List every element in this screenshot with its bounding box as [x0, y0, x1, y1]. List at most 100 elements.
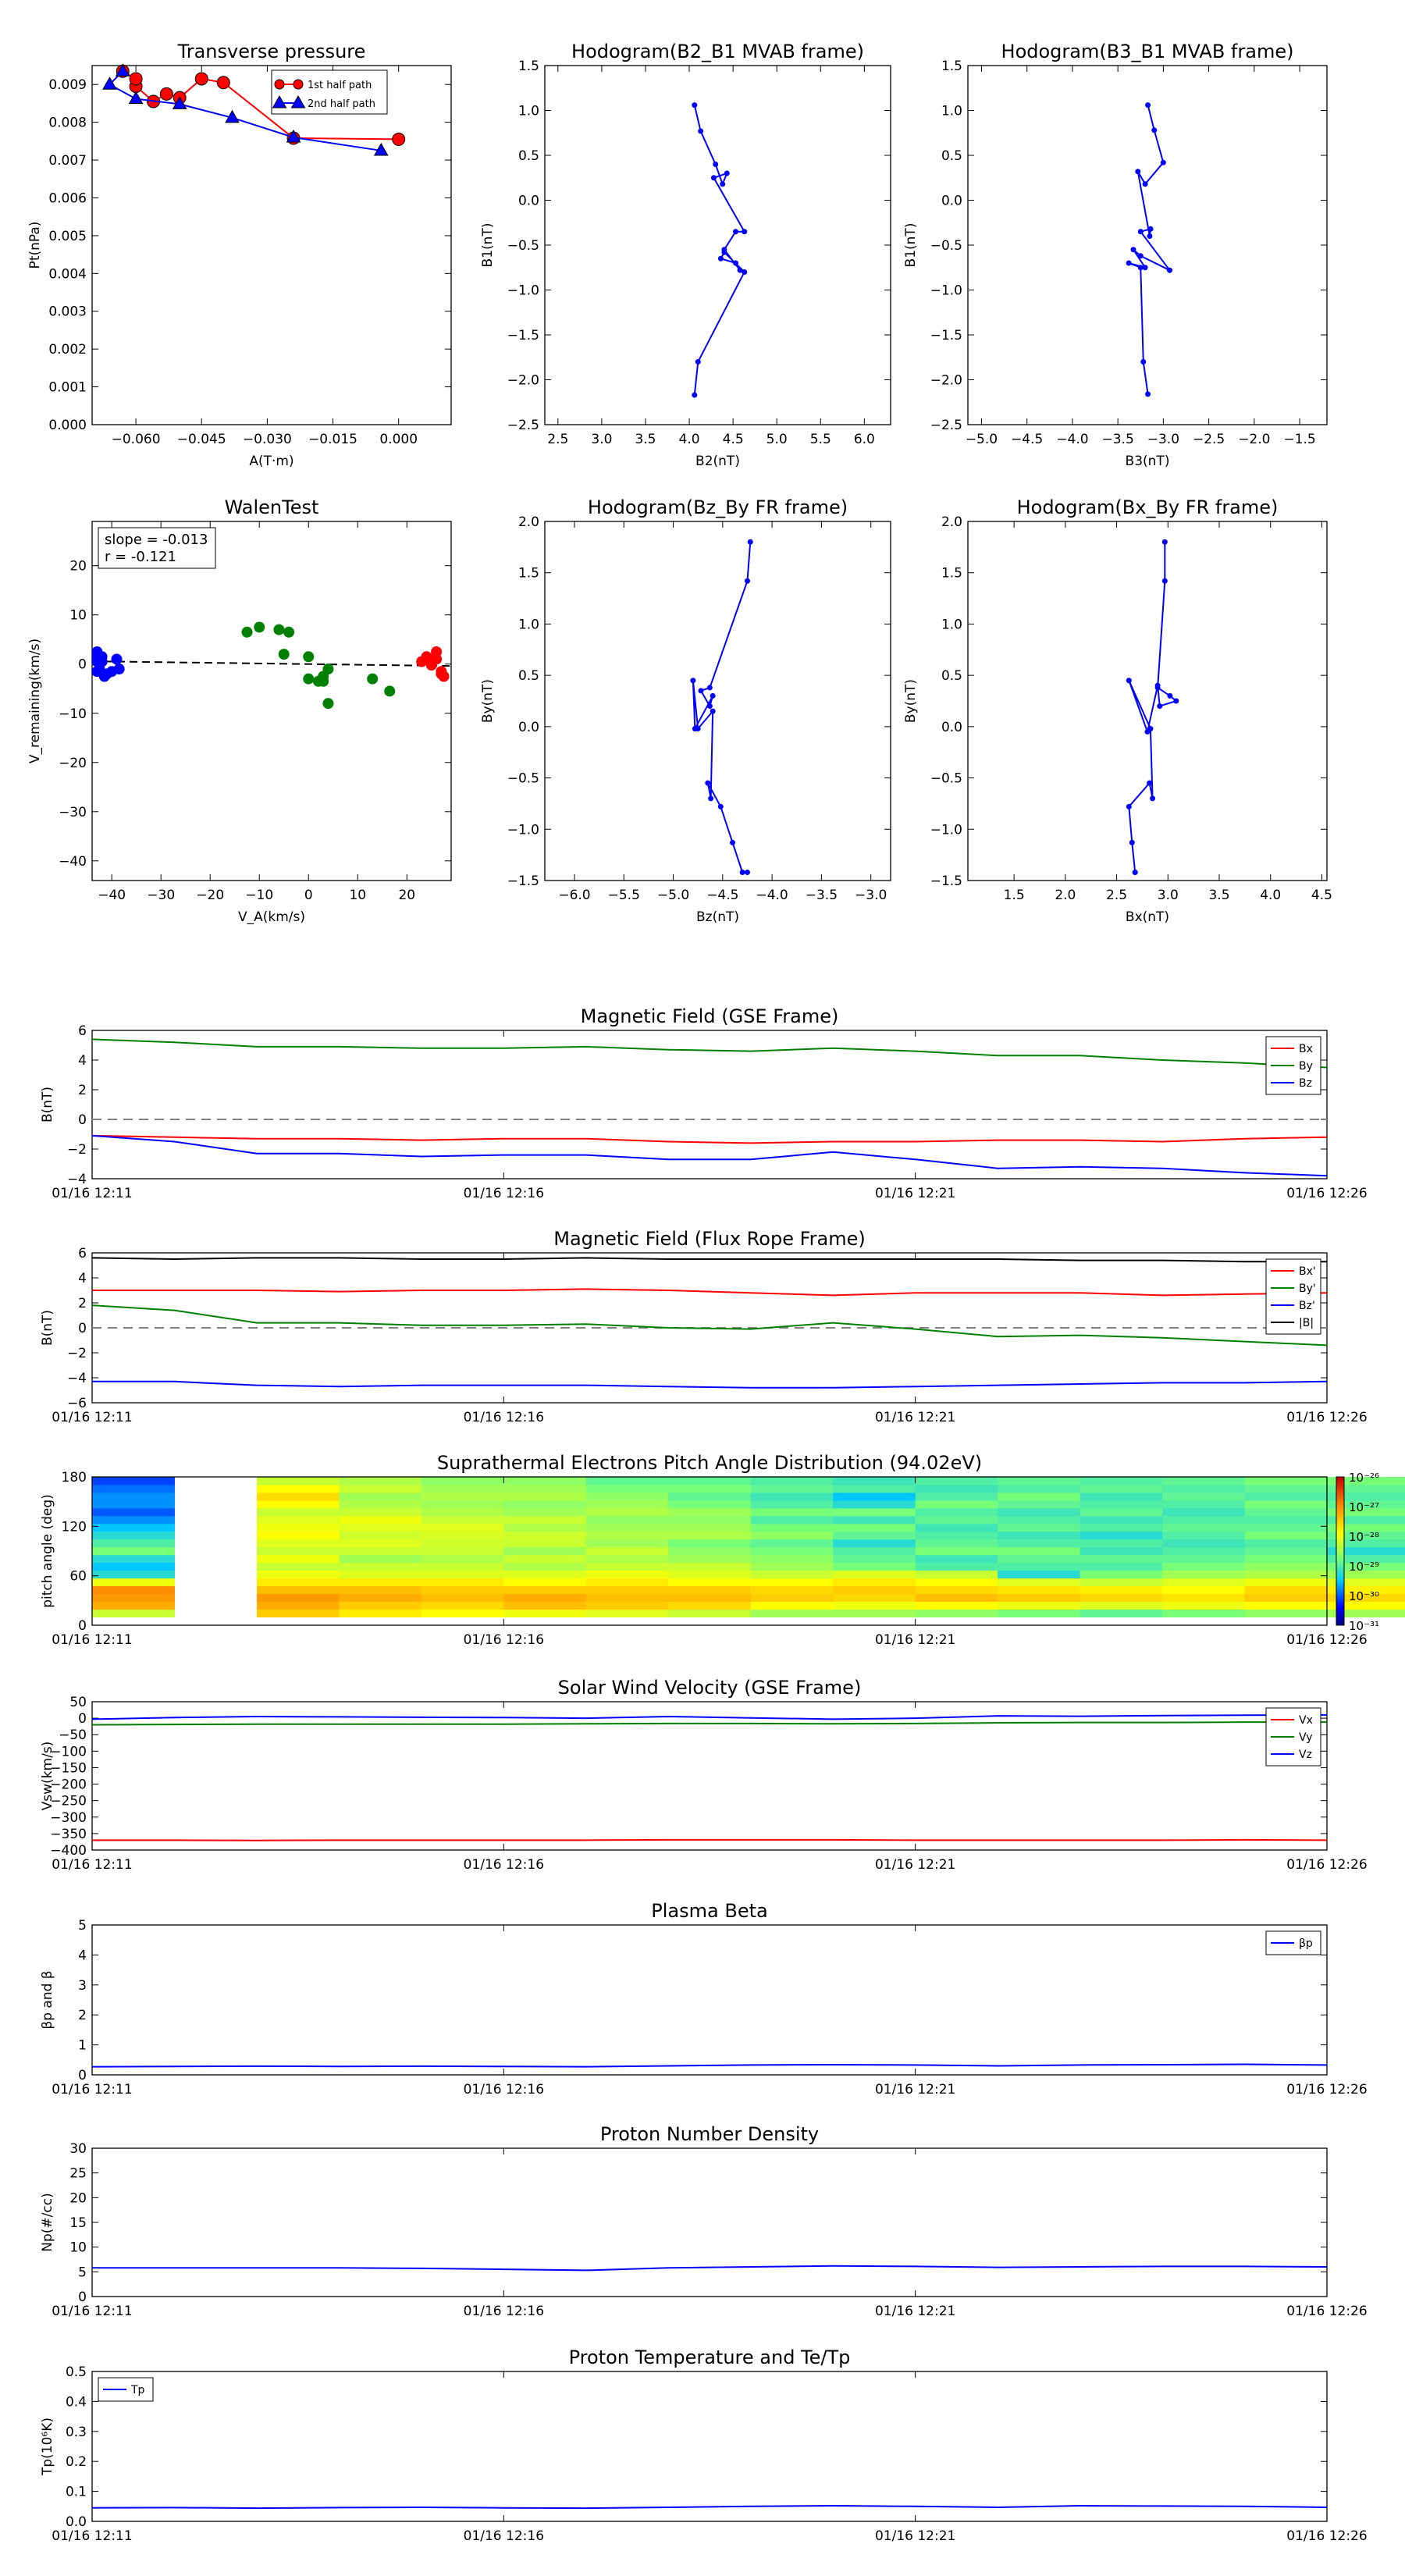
annotation-text: r = -0.121: [105, 549, 176, 565]
data-point: [322, 664, 334, 675]
chart-title: WalenTest: [225, 496, 319, 518]
x-tick-label: −4.5: [706, 888, 738, 903]
heatmap-cell: [915, 1554, 998, 1564]
x-tick-label: 01/16 12:16: [464, 2082, 544, 2097]
chart-title: Proton Number Density: [600, 2123, 819, 2145]
data-point: [1160, 159, 1166, 165]
heatmap-cell: [915, 1515, 998, 1525]
heatmap-cell: [668, 1601, 752, 1610]
data-point: [708, 795, 714, 802]
heatmap-cell: [339, 1500, 422, 1509]
heatmap-cell: [256, 1562, 340, 1571]
heatmap-cell: [421, 1585, 504, 1595]
heatmap-cell: [750, 1585, 834, 1595]
data-point: [274, 79, 285, 90]
heatmap-cell: [92, 1585, 175, 1595]
heatmap-cell: [1327, 1539, 1405, 1548]
heatmap-cell: [1162, 1515, 1246, 1525]
y-tick-label: 0: [78, 657, 87, 673]
y-tick-label: 0.009: [48, 77, 87, 93]
y-tick-label: −0.5: [507, 238, 539, 254]
heatmap-cell: [833, 1500, 916, 1509]
heatmap-cell: [998, 1492, 1081, 1501]
x-tick-label: 01/16 12:16: [464, 1410, 544, 1425]
heatmap-cell: [750, 1484, 834, 1493]
series-line: [91, 2063, 1328, 2068]
heatmap-cell: [750, 1609, 834, 1617]
heatmap-cell: [256, 1554, 340, 1564]
data-point: [698, 128, 704, 134]
heatmap-cell: [421, 1531, 504, 1540]
heatmap-cell: [92, 1484, 175, 1493]
heatmap-cell: [421, 1500, 504, 1509]
heatmap-cell: [998, 1585, 1081, 1595]
heatmap-cell: [833, 1570, 916, 1579]
x-tick-label: 01/16 12:11: [52, 2304, 132, 2319]
heatmap-cell: [915, 1477, 998, 1485]
x-tick-label: 01/16 12:26: [1286, 1632, 1367, 1648]
y-tick-label: 0.008: [48, 116, 87, 131]
plot-frame: [91, 1476, 1328, 1626]
heatmap-cell: [1080, 1578, 1163, 1587]
heatmap-cell: [668, 1585, 752, 1595]
heatmap-cell: [1162, 1500, 1246, 1509]
data-point: [744, 578, 750, 584]
x-tick-label: −40: [98, 888, 126, 903]
heatmap-cell: [503, 1484, 587, 1493]
y-axis-label: By(nT): [480, 679, 496, 723]
plot-frame: [91, 65, 452, 425]
heatmap-cell: [750, 1500, 834, 1509]
x-tick-label: −3.5: [806, 888, 838, 903]
heatmap-cell: [998, 1515, 1081, 1525]
heatmap-cell: [833, 1601, 916, 1610]
heatmap-cell: [256, 1570, 340, 1579]
heatmap-cell: [1327, 1609, 1405, 1617]
heatmap-cell: [339, 1570, 422, 1579]
x-tick-label: 01/16 12:11: [52, 2528, 132, 2544]
y-tick-label: 1: [78, 2038, 87, 2054]
heatmap-cell: [421, 1546, 504, 1556]
x-tick-label: −4.0: [756, 888, 788, 903]
x-tick-label: 01/16 12:26: [1286, 1857, 1367, 1873]
data-point: [692, 392, 698, 398]
data-point: [1145, 391, 1151, 397]
series-line: [693, 105, 746, 396]
data-point: [710, 708, 716, 714]
colorbar-tick-label: 10⁻³⁰: [1349, 1589, 1379, 1603]
x-tick-label: 1.5: [1004, 888, 1025, 903]
x-tick-label: 2.5: [547, 432, 568, 447]
heatmap-cell: [915, 1601, 998, 1610]
heatmap-cell: [503, 1546, 587, 1556]
y-tick-label: −1.0: [507, 822, 539, 838]
heatmap-cell: [1244, 1477, 1328, 1485]
y-tick-label: 0.0: [941, 194, 962, 209]
heatmap-cell: [1244, 1578, 1328, 1587]
y-tick-label: 0.5: [518, 668, 539, 684]
y-tick-label: 2: [78, 2008, 87, 2023]
series-line: [92, 1288, 1328, 1297]
y-tick-label: 5: [78, 1918, 87, 1934]
y-tick-label: 20: [69, 2190, 87, 2206]
heatmap-cell: [585, 1570, 669, 1579]
data-point: [290, 94, 306, 109]
heatmap-cell: [750, 1554, 834, 1564]
x-tick-label: 01/16 12:21: [875, 1857, 955, 1873]
heatmap-cell: [915, 1570, 998, 1579]
y-tick-label: 4: [78, 1053, 87, 1069]
plot-frame: [91, 2371, 1328, 2522]
heatmap-cell: [750, 1593, 834, 1603]
heatmap-cell: [92, 1578, 175, 1587]
x-tick-label: 01/16 12:21: [875, 2528, 955, 2544]
heatmap-cell: [585, 1500, 669, 1509]
x-tick-label: 01/16 12:16: [464, 1186, 544, 1201]
heatmap-cell: [750, 1546, 834, 1556]
legend-label: |B|: [1299, 1317, 1314, 1329]
heatmap-cell: [339, 1609, 422, 1617]
heatmap-cell: [1244, 1593, 1328, 1603]
heatmap-cell: [998, 1507, 1081, 1517]
heatmap-cell: [1162, 1554, 1246, 1564]
heatmap-cell: [750, 1539, 834, 1548]
x-tick-label: −0.015: [308, 432, 357, 447]
x-tick-label: −6.0: [558, 888, 590, 903]
heatmap-cell: [339, 1484, 422, 1493]
